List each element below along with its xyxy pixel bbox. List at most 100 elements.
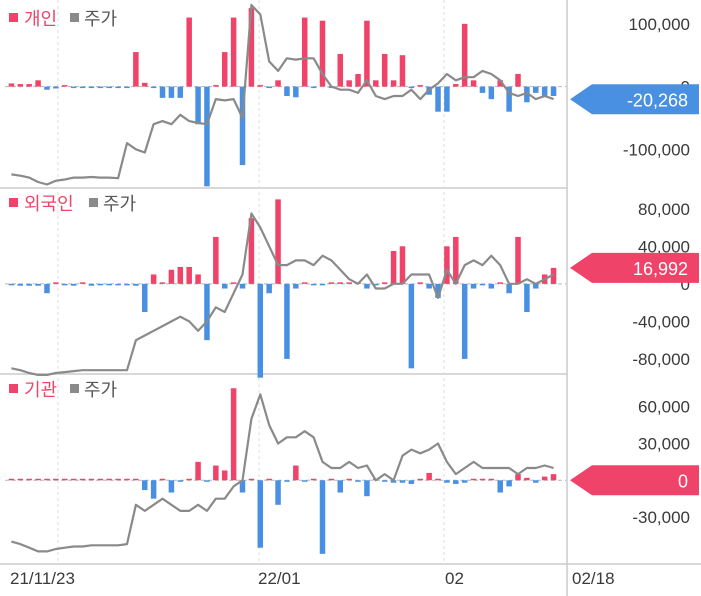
flow-bar	[275, 480, 281, 505]
investor-legend-swatch	[9, 198, 18, 207]
flow-bar	[150, 480, 157, 499]
flow-bar	[150, 274, 157, 284]
flow-bar	[319, 283, 326, 286]
flow-bar	[186, 478, 192, 481]
flow-bar	[230, 388, 237, 481]
flow-bar	[284, 480, 290, 482]
flow-bar	[53, 86, 59, 89]
flow-bar	[364, 480, 370, 497]
flow-bar	[248, 218, 255, 284]
flow-bar	[515, 474, 521, 481]
flow-bar	[8, 283, 15, 286]
flow-bar	[541, 86, 548, 96]
flow-bar	[35, 80, 41, 87]
flow-bar	[168, 86, 175, 98]
flow-bar	[293, 86, 299, 98]
flow-bar	[479, 283, 486, 286]
y-tick-label: -30,000	[632, 508, 690, 527]
investor-legend-label: 개인	[24, 9, 57, 30]
flow-bar	[488, 283, 495, 289]
flow-bar	[204, 86, 210, 187]
flow-bar	[248, 478, 255, 481]
flow-bar	[133, 283, 139, 286]
flow-bar	[533, 283, 539, 289]
flow-bar	[470, 283, 477, 289]
flow-bar	[168, 269, 175, 284]
flow-bar	[62, 478, 68, 481]
legend: 개인 주가	[9, 9, 117, 30]
flow-bar	[124, 478, 130, 481]
x-tick-label: 21/11/23	[10, 569, 75, 588]
flow-bar	[426, 472, 432, 481]
flow-bar	[417, 85, 424, 87]
legend: 기관 주가	[9, 380, 117, 401]
flow-bar	[417, 478, 424, 481]
price-legend-label: 주가	[103, 194, 136, 215]
flow-bar	[106, 478, 112, 481]
flow-bar	[381, 53, 388, 87]
flow-bar	[497, 480, 503, 493]
flow-bar	[177, 86, 184, 98]
y-tick-label: 60,000	[638, 398, 690, 417]
flow-bar	[88, 478, 95, 481]
flow-bar	[186, 266, 192, 284]
investor-legend-label: 기관	[24, 380, 57, 401]
flow-bar	[159, 282, 166, 284]
y-tick-label: 100,000	[629, 15, 690, 34]
flow-bar	[470, 80, 477, 87]
price-line	[11, 393, 554, 553]
flow-bar	[346, 80, 352, 87]
flow-bar	[390, 251, 397, 284]
price-legend-swatch	[89, 198, 98, 207]
flow-bar	[79, 282, 86, 284]
flow-bar	[79, 478, 86, 481]
price-legend-label: 주가	[84, 380, 117, 401]
flow-bar	[159, 86, 166, 98]
flow-bar	[26, 84, 32, 87]
flow-bar	[524, 477, 530, 481]
flow-bar	[399, 55, 406, 87]
flow-bar	[195, 461, 201, 481]
flow-bar	[435, 478, 441, 481]
flow-bar	[17, 283, 24, 286]
flow-bar	[168, 480, 175, 493]
y-tick-label: 30,000	[638, 434, 690, 453]
panel-2: 80,000 40,000 0 -40,000 -80,000 외국인 주가 16,992	[5, 194, 699, 378]
flow-bar	[488, 478, 495, 481]
flow-bar	[497, 282, 503, 284]
flow-bar	[346, 282, 352, 284]
flow-bar	[533, 480, 539, 483]
flow-bar	[53, 282, 59, 284]
flow-bar	[435, 283, 441, 298]
flow-bar	[97, 86, 104, 89]
latest-value-label: -20,268	[627, 90, 688, 110]
flow-bar	[319, 480, 326, 554]
flow-bar	[390, 80, 397, 87]
flow-bar	[381, 282, 388, 284]
flow-bar	[461, 23, 468, 87]
flow-bar	[319, 20, 326, 87]
flow-bar	[26, 283, 32, 286]
flow-bar	[293, 283, 299, 289]
flow-bar	[62, 283, 68, 286]
flow-bar	[506, 480, 512, 487]
flow-bar	[221, 52, 228, 87]
flow-bar	[26, 478, 32, 481]
flow-bar	[88, 86, 95, 89]
flow-bar	[266, 86, 272, 89]
y-tick-label: 80,000	[638, 200, 690, 219]
flow-bar	[426, 283, 432, 289]
investor-legend-swatch	[9, 13, 18, 22]
flow-bar	[444, 480, 450, 483]
flow-bar	[159, 478, 166, 481]
flow-bar	[266, 478, 272, 481]
flow-bar	[390, 480, 397, 483]
legend: 외국인 주가	[9, 194, 136, 215]
price-line	[11, 3, 554, 186]
flow-bar	[524, 283, 530, 312]
flow-bar	[275, 199, 281, 284]
flow-bar	[124, 283, 130, 286]
flow-bar	[444, 86, 450, 112]
flow-bar	[17, 478, 24, 481]
